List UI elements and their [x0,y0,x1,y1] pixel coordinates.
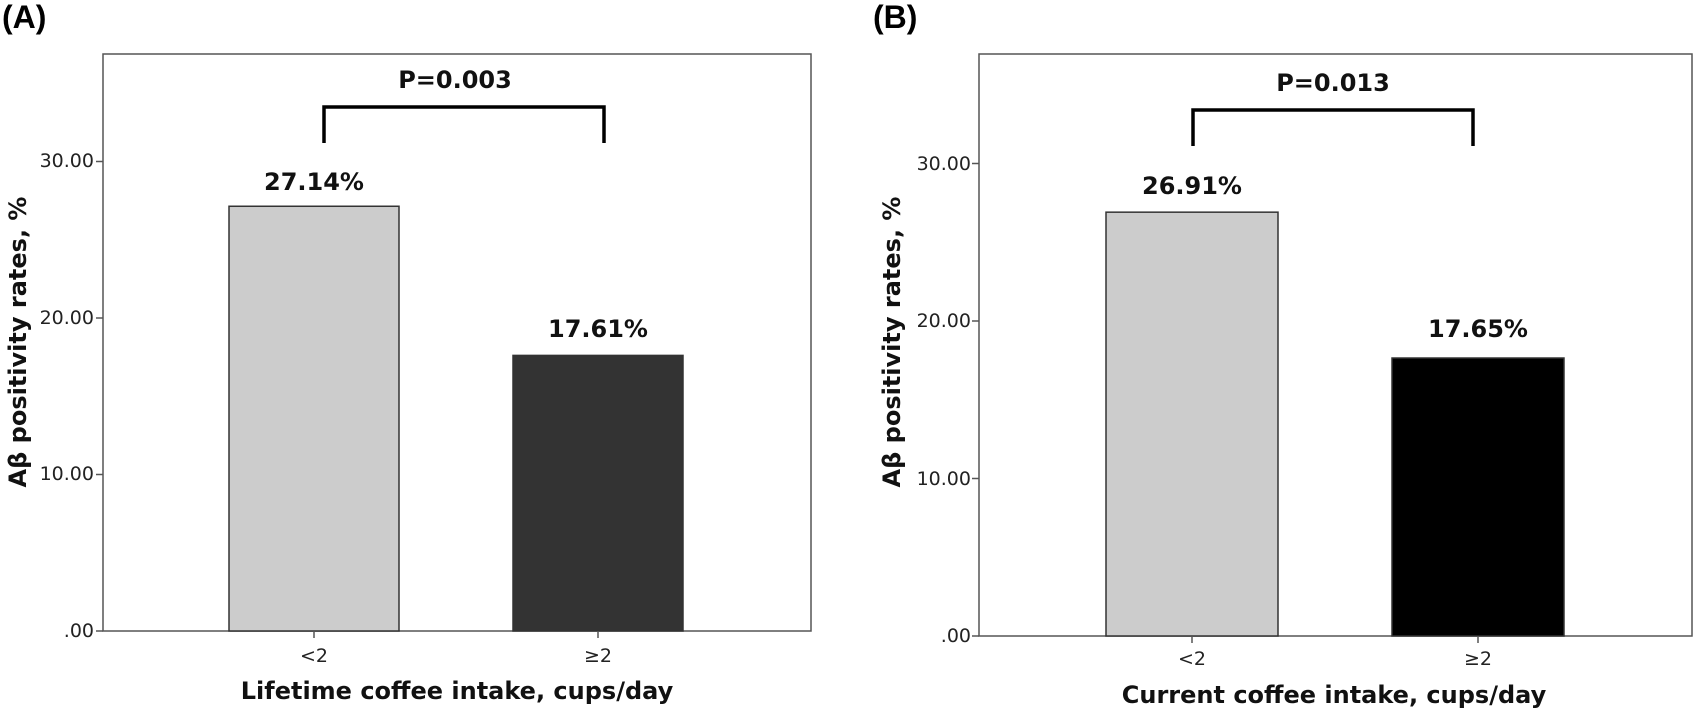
panel-a-value-label-1: 27.14% [264,168,364,196]
panel-b-x-axis-title: Current coffee intake, cups/day [1122,681,1547,709]
panel-a-category-label-2: ≥2 [584,645,612,667]
panel-a-bar-1 [228,205,400,632]
panel-b-p-value: P=0.013 [1276,69,1390,97]
panel-a-p-value: P=0.003 [398,66,512,94]
panel-a-category-label-1: <2 [300,645,328,667]
panel-a-y-tick-0: .00 [64,620,94,642]
panel-b-y-tick-10: 10.00 [917,468,971,490]
panel-a-y-tick-20: 20.00 [40,307,94,329]
panel-b-bar-2 [1391,357,1565,637]
panel-a-label: (A) [2,0,46,35]
panel-a-x-axis-title: Lifetime coffee intake, cups/day [241,677,674,705]
panel-b-significance-bracket [1191,108,1475,146]
panel-b: (B) <2 ≥2 Current coffee intake, cups/da… [873,0,1693,709]
panel-a-y-tick-30: 30.00 [40,150,94,172]
panel-b-y-tick-0: .00 [941,625,971,647]
panel-b-bar-1 [1105,211,1279,637]
panel-b-category-label-1: <2 [1178,648,1206,670]
panel-b-value-label-1: 26.91% [1142,172,1242,200]
panel-b-plot-frame [978,53,1693,637]
panel-b-category-label-2: ≥2 [1464,648,1492,670]
panel-b-y-tick-20: 20.00 [917,310,971,332]
panel-b-y-tick-30: 30.00 [917,153,971,175]
panel-a-significance-bracket [322,105,606,143]
panel-a-value-label-2: 17.61% [548,315,648,343]
panel-b-plot-area [972,162,1565,643]
panel-b-y-axis-title: Aβ positivity rates, % [878,197,906,488]
panel-a-y-tick-10: 10.00 [40,463,94,485]
panel-b-value-label-2: 17.65% [1428,315,1528,343]
panel-a: (A) <2 ≥2 Lifetime coffee intake, cups/d… [2,0,812,705]
panel-a-y-axis-title: Aβ positivity rates, % [4,197,32,488]
panel-b-label: (B) [873,0,917,35]
panel-a-plot-frame [102,53,812,632]
panel-a-bar-2 [512,354,684,632]
panel-a-plot-area [96,160,684,638]
